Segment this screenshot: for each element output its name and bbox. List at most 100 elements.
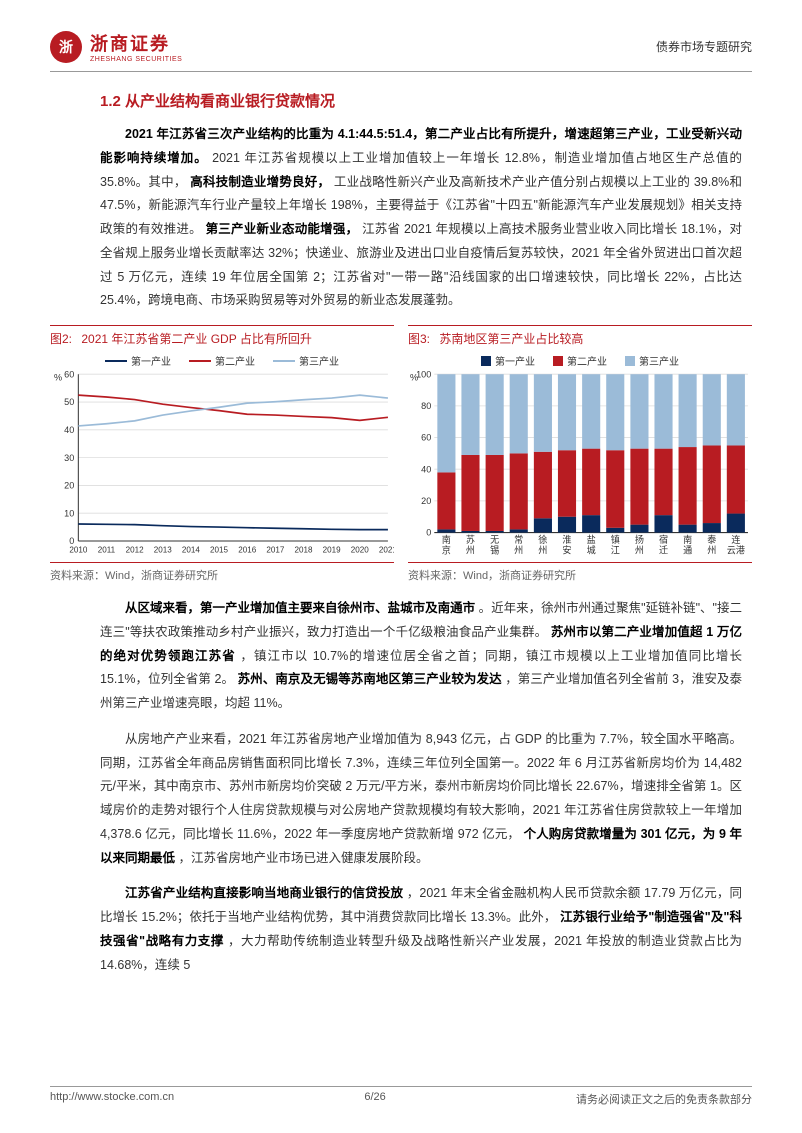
chart-2-legend-2: 第二产业: [189, 353, 255, 368]
svg-text:扬: 扬: [635, 534, 644, 545]
p1-bold-2: 高科技制造业增势良好，: [190, 175, 330, 189]
legend-swatch-icon: [189, 360, 211, 362]
chart-3-caption: 图3: 苏南地区第三产业占比较高: [408, 325, 752, 351]
svg-text:常: 常: [514, 534, 523, 545]
page-footer: http://www.stocke.com.cn 6/26 请务必阅读正文之后的…: [50, 1086, 752, 1107]
chart-3-legend-2: 第二产业: [553, 353, 607, 368]
p2-bold-1: 从区域来看，第一产业增加值主要来自徐州市、盐城市及南通市: [125, 601, 475, 615]
svg-text:20: 20: [421, 496, 431, 506]
svg-text:京: 京: [442, 544, 451, 555]
svg-text:2014: 2014: [182, 545, 200, 554]
chart-2-legend: 第一产业 第二产业 第三产业: [50, 353, 394, 368]
logo-text-cn: 浙商证券: [90, 30, 182, 56]
chart-3-title: 苏南地区第三产业占比较高: [439, 332, 583, 346]
svg-text:通: 通: [683, 545, 692, 555]
svg-text:南: 南: [442, 534, 451, 545]
p3-text-2: ，江苏省房地产业市场已进入健康发展阶段。: [179, 851, 429, 865]
svg-text:2021: 2021: [379, 545, 394, 554]
page-header: 浙 浙商证券 ZHESHANG SECURITIES 债券市场专题研究: [50, 30, 752, 72]
svg-text:州: 州: [635, 545, 644, 555]
chart-2-source: 资料来源：Wind，浙商证券研究所: [50, 562, 394, 583]
chart-3-label: 图3:: [408, 332, 430, 346]
svg-text:淮: 淮: [562, 535, 571, 545]
svg-text:2018: 2018: [294, 545, 312, 554]
svg-text:%: %: [54, 372, 62, 382]
svg-text:2016: 2016: [238, 545, 256, 554]
legend-text: 第一产业: [131, 353, 171, 368]
footer-url: http://www.stocke.com.cn: [50, 1091, 174, 1107]
svg-text:2011: 2011: [98, 545, 116, 554]
chart-3-legend: 第一产业 第二产业 第三产业: [408, 353, 752, 368]
paragraph-3: 从房地产产业来看，2021 年江苏省房地产业增加值为 8,943 亿元，占 GD…: [100, 728, 742, 871]
legend-text: 第三产业: [639, 353, 679, 368]
legend-box-icon: [553, 356, 563, 366]
doc-type-label: 债券市场专题研究: [656, 38, 752, 55]
legend-text: 第三产业: [299, 353, 339, 368]
svg-text:80: 80: [421, 401, 431, 411]
svg-text:30: 30: [64, 453, 74, 463]
svg-text:州: 州: [466, 545, 475, 555]
svg-text:100: 100: [416, 370, 431, 379]
legend-text: 第二产业: [567, 353, 607, 368]
svg-text:无: 无: [490, 535, 499, 545]
svg-text:60: 60: [421, 433, 431, 443]
chart-3-legend-1: 第一产业: [481, 353, 535, 368]
p3-text-1: 从房地产产业来看，2021 年江苏省房地产业增加值为 8,943 亿元，占 GD…: [100, 732, 742, 841]
svg-text:镇: 镇: [611, 534, 620, 545]
svg-text:宿: 宿: [659, 534, 668, 545]
svg-text:2020: 2020: [351, 545, 369, 554]
legend-swatch-icon: [273, 360, 295, 362]
footer-disclaimer: 请务必阅读正文之后的免责条款部分: [576, 1091, 752, 1107]
p2-bold-3: 苏州、南京及无锡等苏南地区第三产业较为发达: [238, 672, 502, 686]
svg-text:40: 40: [421, 464, 431, 474]
svg-text:云港: 云港: [727, 544, 746, 555]
svg-text:盐: 盐: [587, 534, 596, 545]
chart-2-legend-3: 第三产业: [273, 353, 339, 368]
chart-3-panel: 图3: 苏南地区第三产业占比较高 第一产业 第二产业 第三产业 %0204060…: [408, 325, 752, 583]
svg-text:2017: 2017: [266, 545, 284, 554]
svg-text:2012: 2012: [126, 545, 144, 554]
svg-text:江: 江: [611, 545, 620, 555]
svg-text:泰: 泰: [707, 534, 717, 545]
chart-2-title: 2021 年江苏省第二产业 GDP 占比有所回升: [81, 332, 312, 346]
svg-text:州: 州: [514, 545, 523, 555]
chart-3-plot: %020406080100南京苏州无锡常州徐州淮安盐城镇江扬州宿迁南通泰州连云港: [408, 370, 752, 560]
chart-2-legend-1: 第一产业: [105, 353, 171, 368]
svg-text:城: 城: [587, 545, 596, 555]
paragraph-4: 江苏省产业结构直接影响当地商业银行的信贷投放 ，2021 年末全省金融机构人民币…: [100, 882, 742, 977]
logo-icon: 浙: [50, 31, 82, 63]
svg-text:40: 40: [64, 425, 74, 435]
svg-text:迁: 迁: [659, 545, 668, 555]
paragraph-2: 从区域来看，第一产业增加值主要来自徐州市、盐城市及南通市 。近年来，徐州市州通过…: [100, 597, 742, 716]
chart-2-plot: %010203040506020102011201220132014201520…: [50, 370, 394, 560]
chart-2-label: 图2:: [50, 332, 72, 346]
chart-3-source: 资料来源：Wind，浙商证券研究所: [408, 562, 752, 583]
section-number: 1.2: [100, 93, 121, 110]
svg-text:南: 南: [683, 534, 692, 545]
legend-text: 第二产业: [215, 353, 255, 368]
svg-text:2010: 2010: [69, 545, 87, 554]
svg-text:60: 60: [64, 370, 74, 379]
svg-text:安: 安: [562, 544, 571, 555]
svg-text:50: 50: [64, 397, 74, 407]
svg-text:连: 连: [731, 534, 741, 545]
svg-text:20: 20: [64, 480, 74, 490]
logo-block: 浙 浙商证券 ZHESHANG SECURITIES: [50, 30, 182, 63]
svg-text:州: 州: [707, 545, 716, 555]
svg-text:0: 0: [426, 528, 431, 538]
section-title: 1.2 从产业结构看商业银行贷款情况: [100, 90, 752, 111]
legend-text: 第一产业: [495, 353, 535, 368]
p1-bold-3: 第三产业新业态动能增强，: [206, 222, 359, 236]
footer-page: 6/26: [364, 1091, 385, 1107]
svg-text:锡: 锡: [490, 545, 499, 555]
svg-text:2015: 2015: [210, 545, 228, 554]
chart-2-panel: 图2: 2021 年江苏省第二产业 GDP 占比有所回升 第一产业 第二产业 第…: [50, 325, 394, 583]
chart-3-legend-3: 第三产业: [625, 353, 679, 368]
legend-box-icon: [481, 356, 491, 366]
section-heading: 从产业结构看商业银行贷款情况: [125, 93, 335, 110]
p4-bold-1: 江苏省产业结构直接影响当地商业银行的信贷投放: [125, 886, 403, 900]
paragraph-1: 2021 年江苏省三次产业结构的比重为 4.1:44.5:51.4，第二产业占比…: [100, 123, 742, 313]
svg-text:苏: 苏: [466, 534, 475, 545]
legend-box-icon: [625, 356, 635, 366]
chart-2-caption: 图2: 2021 年江苏省第二产业 GDP 占比有所回升: [50, 325, 394, 351]
